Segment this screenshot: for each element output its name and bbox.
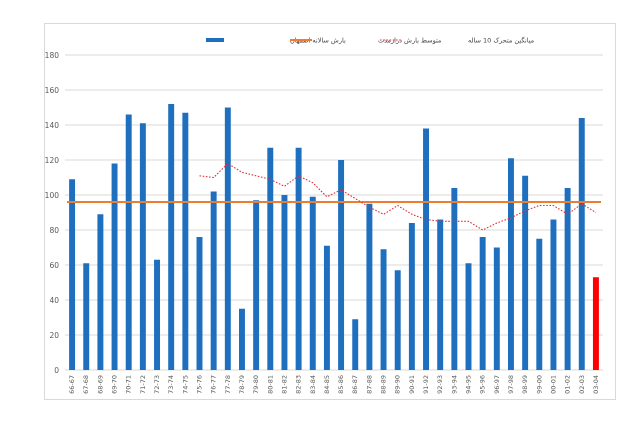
bar — [210, 191, 217, 370]
bar — [479, 237, 486, 370]
bar — [536, 238, 543, 370]
bar — [182, 112, 189, 370]
x-tick-label: 92-93 — [436, 375, 444, 394]
bar — [508, 158, 514, 370]
x-tick-label: 94-95 — [465, 375, 473, 394]
bar — [196, 237, 203, 370]
bar — [578, 118, 585, 370]
bar — [522, 175, 529, 370]
x-tick-label: 73-74 — [167, 375, 175, 394]
x-tick-label: 68-69 — [96, 375, 104, 394]
bar — [97, 214, 104, 370]
x-tick-label: 91-92 — [422, 375, 430, 394]
bar — [380, 249, 387, 370]
y-tick-label: 160 — [45, 86, 60, 95]
y-tick-label: 120 — [45, 156, 60, 165]
bar — [564, 188, 571, 370]
x-tick-label: 80-81 — [266, 375, 274, 394]
bar — [394, 270, 401, 370]
y-tick-label: 180 — [45, 51, 60, 60]
x-tick-label: 00-01 — [549, 375, 557, 394]
x-tick-label: 99-00 — [535, 375, 543, 394]
y-tick-label: 140 — [45, 121, 60, 130]
bar — [423, 128, 429, 370]
x-tick-label: 84-85 — [323, 375, 331, 394]
bar — [239, 308, 245, 370]
bar-series — [69, 104, 599, 370]
x-tick-label: 77-78 — [224, 375, 232, 394]
line-series — [67, 162, 601, 231]
y-tick-label: 80 — [49, 226, 59, 235]
y-tick-label: 40 — [49, 296, 59, 305]
x-tick-label: 75-76 — [196, 375, 204, 394]
y-tick-label: 100 — [45, 191, 60, 200]
y-tick-label: 60 — [49, 261, 59, 270]
x-tick-label: 70-71 — [125, 375, 133, 394]
legend-label: متوسط بارش درازمدت — [378, 37, 441, 45]
bar — [253, 200, 260, 370]
x-tick-label: 89-90 — [394, 375, 402, 394]
bar — [83, 263, 90, 370]
x-tick-label: 03-04 — [592, 375, 600, 394]
bar — [550, 219, 557, 370]
bar — [366, 203, 373, 370]
bar — [224, 107, 231, 370]
bar — [323, 245, 330, 370]
x-tick-label: 98-99 — [521, 375, 529, 394]
x-tick-label: 83-84 — [309, 375, 317, 394]
bar — [267, 147, 274, 370]
bar — [69, 179, 76, 370]
x-tick-label: 88-89 — [380, 375, 388, 394]
x-tick-label: 71-72 — [139, 375, 147, 394]
bar — [592, 277, 599, 370]
bar — [154, 259, 160, 370]
x-tick-label: 81-82 — [280, 375, 288, 394]
bar — [437, 219, 444, 370]
x-axis-tick-labels: 66-67 67-68 68-69 69-70 70-71 71-72 72-73 73-74… — [68, 375, 600, 394]
x-tick-label: 96-97 — [493, 375, 501, 394]
x-tick-label: 79-80 — [252, 375, 260, 394]
x-tick-label: 76-77 — [210, 375, 218, 394]
bar — [295, 147, 302, 370]
bar — [139, 123, 146, 370]
bar — [168, 104, 175, 370]
x-tick-label: 85-86 — [337, 375, 345, 394]
x-tick-label: 02-03 — [578, 375, 586, 394]
bar — [465, 263, 472, 370]
bar — [493, 247, 500, 370]
x-tick-label: 95-96 — [479, 375, 487, 394]
x-tick-label: 86-87 — [351, 375, 359, 394]
bar — [338, 160, 345, 370]
x-tick-label: 82-83 — [295, 375, 303, 394]
legend: بارش سالانه اصفهان متوسط بارش درازمدت میان… — [206, 37, 534, 45]
y-axis-tick-labels: 0 20 40 60 80 100 120 140 160 180 — [45, 51, 60, 375]
x-tick-label: 67-68 — [82, 375, 90, 394]
x-tick-label: 01-02 — [564, 375, 572, 394]
legend-label: میانگین متحرک 10 ساله — [468, 37, 534, 45]
bar — [408, 223, 415, 370]
x-tick-label: 72-73 — [153, 375, 161, 394]
x-tick-label: 90-91 — [408, 375, 416, 394]
x-tick-label: 74-75 — [181, 375, 189, 394]
x-tick-label: 66-67 — [68, 375, 76, 394]
x-tick-label: 78-79 — [238, 375, 246, 394]
bar — [281, 195, 288, 370]
bar — [309, 196, 316, 370]
legend-marker — [206, 38, 224, 42]
x-tick-label: 69-70 — [111, 375, 119, 394]
y-tick-label: 0 — [54, 366, 59, 375]
x-tick-label: 93-94 — [450, 375, 458, 394]
x-tick-label: 87-88 — [365, 375, 373, 394]
legend-label: بارش سالانه اصفهان — [290, 37, 346, 45]
bar — [111, 163, 118, 370]
x-tick-label: 97-98 — [507, 375, 515, 394]
bar — [125, 114, 132, 370]
y-tick-label: 20 — [49, 331, 59, 340]
moving-average-line — [199, 162, 597, 231]
bar — [451, 188, 458, 370]
chart-frame — [44, 23, 616, 400]
bar — [352, 319, 359, 370]
